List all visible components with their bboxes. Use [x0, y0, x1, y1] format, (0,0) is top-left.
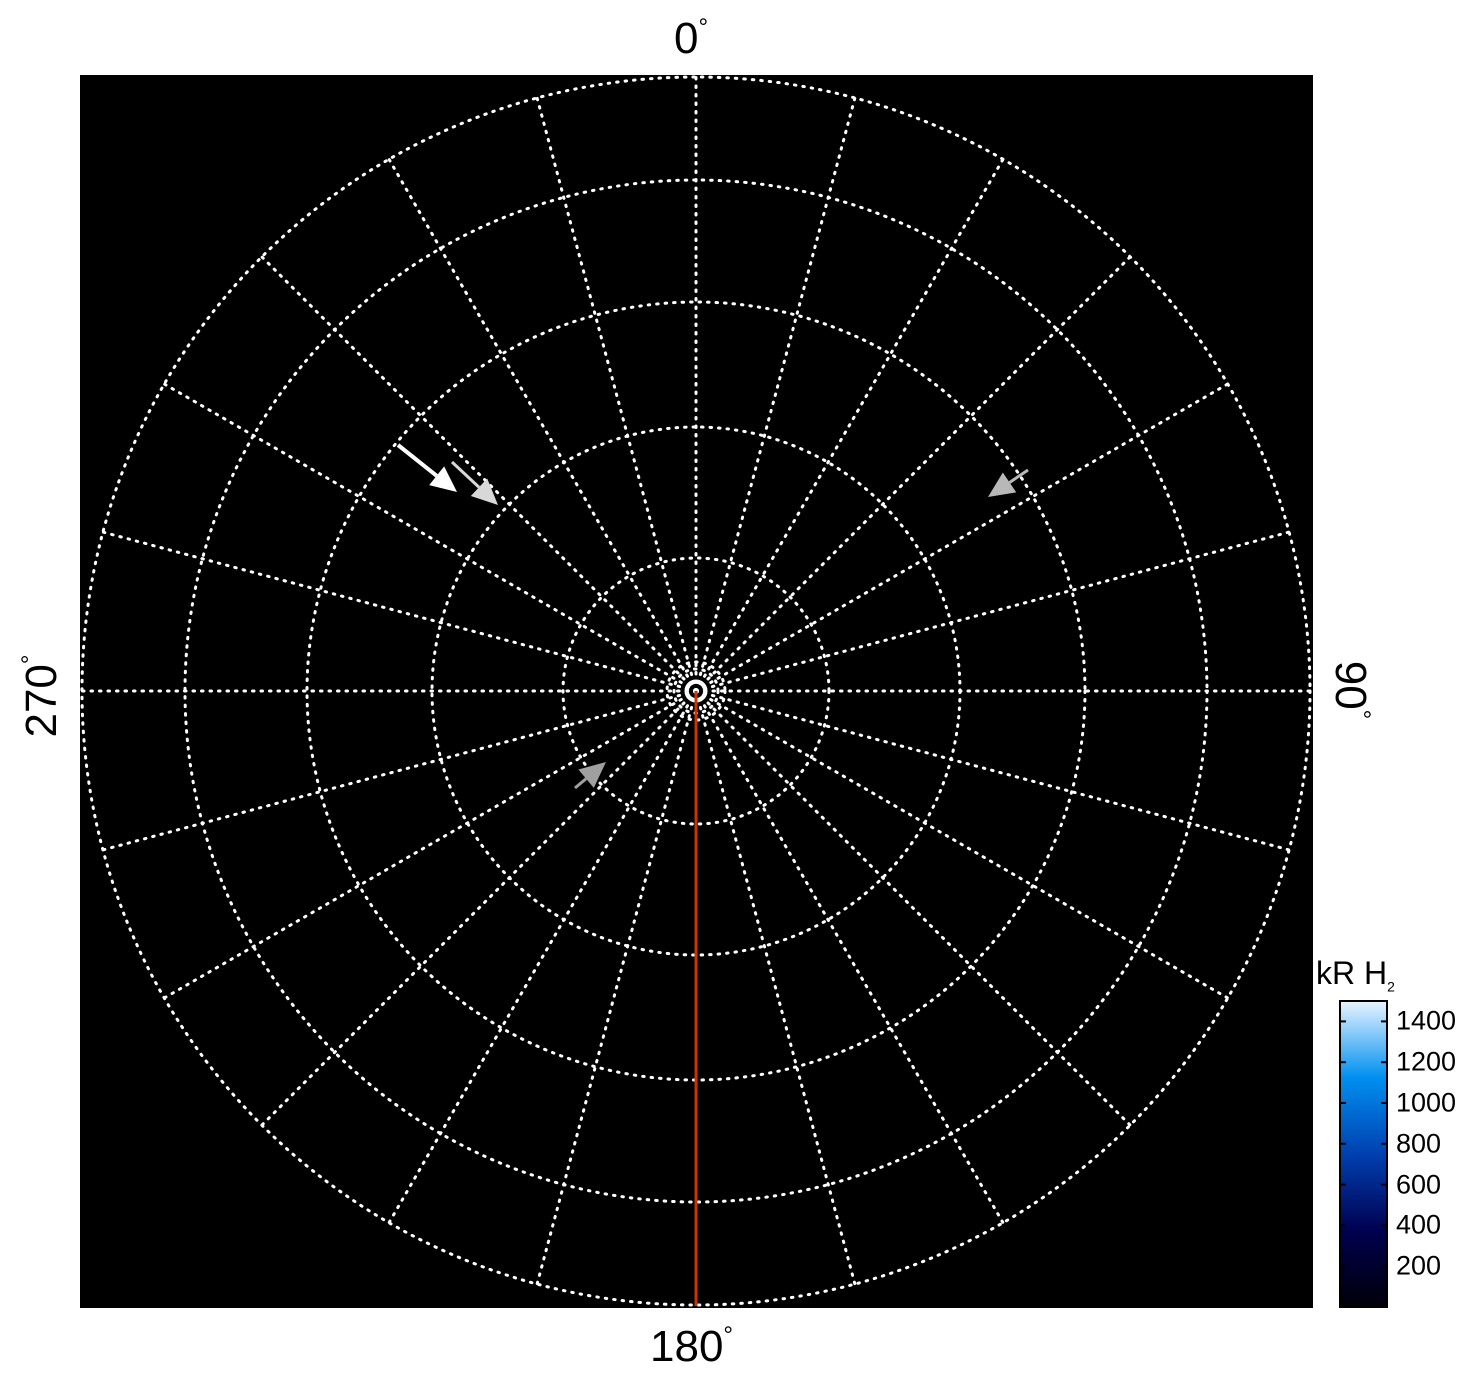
arrow-head: [429, 466, 457, 492]
meridian-line: [259, 254, 698, 693]
colorbar-title: kR H2: [1316, 955, 1395, 995]
colorbar-tick-label: 1000: [1396, 1087, 1457, 1118]
arrow-shaft: [574, 777, 588, 790]
arrow-shaft: [450, 460, 481, 489]
meridian-line: [100, 530, 698, 693]
meridian-line: [694, 689, 1231, 1000]
angle-label-90: 90°: [1326, 660, 1375, 720]
colorbar-tick-label: 200: [1396, 1250, 1442, 1281]
colorbar: [1339, 1000, 1388, 1308]
meridian-line: [259, 689, 698, 1128]
arrow-head: [988, 472, 1017, 497]
angle-label-180: 180°: [650, 1322, 734, 1371]
colorbar-tick-label: 1200: [1396, 1046, 1457, 1077]
colorbar-tick-label: 400: [1396, 1209, 1442, 1240]
colorbar-tick-label: 800: [1396, 1128, 1442, 1159]
angle-label-0: 0°: [674, 14, 709, 63]
meridian-line: [100, 689, 698, 852]
arrow-head: [578, 762, 606, 788]
meridian-line: [694, 689, 1133, 1128]
latitude-circle: [561, 556, 831, 826]
meridian-line: [535, 689, 698, 1287]
colorbar-tick-label: 600: [1396, 1169, 1442, 1200]
meridian-line: [694, 156, 1005, 693]
meridian-line: [694, 254, 1133, 693]
meridian-line: [694, 689, 1292, 852]
meridian-line: [694, 689, 1005, 1226]
meridian-line: [387, 156, 698, 693]
meridian-line: [694, 689, 857, 1287]
meridian-line: [387, 689, 698, 1226]
arrow-shaft: [1008, 468, 1029, 484]
meridian-line: [535, 95, 698, 693]
meridian-line: [694, 382, 1231, 693]
angle-label-270: 270°: [17, 654, 66, 738]
arrow-shaft: [396, 443, 438, 478]
meridian-line: [161, 382, 698, 693]
meridian-line: [694, 95, 857, 693]
meridian-line: [694, 530, 1292, 693]
meridian-line: [161, 689, 698, 1000]
arrow-head: [470, 478, 498, 505]
colorbar-tick-label: 1400: [1396, 1005, 1457, 1036]
